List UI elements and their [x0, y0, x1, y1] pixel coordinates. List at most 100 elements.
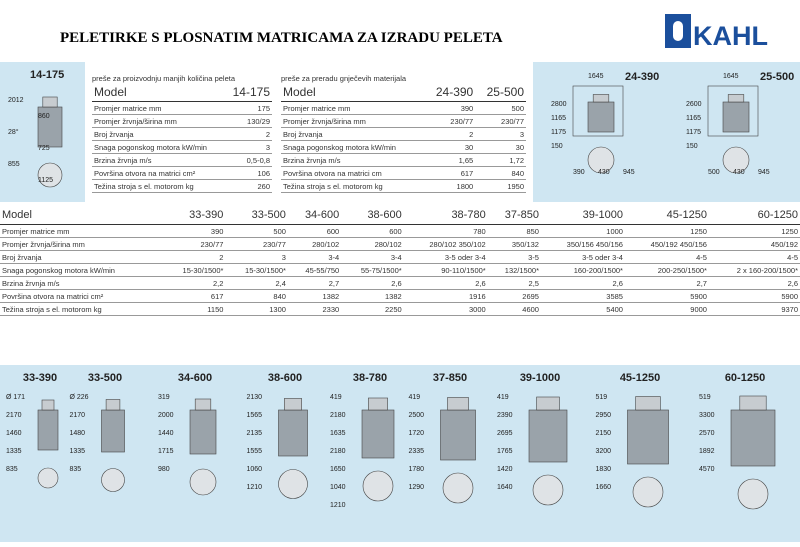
value-cell: 2250 — [341, 302, 404, 316]
dimension: 1440 — [158, 430, 174, 437]
row-label: Površina otvora na matrici cm² — [0, 289, 163, 303]
dimension: 1335 — [70, 448, 86, 455]
dimension: 150 — [551, 143, 563, 150]
value-cell: 45-55/750 — [287, 263, 342, 277]
machine-top — [42, 96, 58, 108]
dimension: 1715 — [158, 448, 174, 455]
row-label: Brzina žrvnja m/s — [281, 153, 425, 167]
value-cell: 2,7 — [624, 276, 709, 290]
dimension: 519 — [699, 394, 711, 401]
header-cell: Model — [0, 206, 163, 225]
model-label: 38-600 — [268, 372, 302, 384]
value-cell: 2,2 — [162, 276, 226, 290]
dimension: 2390 — [497, 412, 513, 419]
machine-plan — [737, 478, 769, 510]
machine-plan — [442, 472, 474, 504]
value-cell: 2,6 — [708, 276, 800, 290]
model-label: 25-500 — [760, 71, 794, 83]
value-cell: 280/102 350/102 — [403, 237, 488, 251]
small-table-block: preše za proizvodnju manjih količina pel… — [92, 74, 272, 193]
value-cell: 130/29 — [224, 114, 272, 128]
header-row: Model 33-390 33-500 34-600 38-600 38-780 37-85… — [0, 206, 800, 225]
dimension: 835 — [6, 466, 18, 473]
value-cell: 200-250/1500* — [624, 263, 709, 277]
value-cell: 4600 — [487, 302, 541, 316]
row-label: Površina otvora na matrici cm — [281, 166, 425, 180]
value-cell: 30 — [475, 140, 526, 154]
dimension: 725 — [38, 145, 50, 152]
header-cell: 25-500 — [475, 83, 526, 102]
value-cell: 3585 — [540, 289, 625, 303]
header-cell: 14-175 — [224, 83, 272, 102]
machine-plan — [37, 467, 59, 489]
dimension: 150 — [686, 143, 698, 150]
row-label: Težina stroja s el. motorom kg — [0, 302, 163, 316]
machine-top — [635, 396, 661, 411]
machine-top — [739, 395, 767, 411]
medium-table-block: preše za preradu gnječevih materijala Mod… — [281, 74, 526, 193]
dimension: 2180 — [330, 448, 346, 455]
value-cell: 280/102 — [341, 237, 404, 251]
row-label: Površina otvora na matrici cm² — [92, 166, 225, 180]
value-cell: 600 — [287, 224, 342, 238]
machine-body — [37, 106, 63, 148]
dimension: 1460 — [6, 430, 22, 437]
row-label: Broj žrvanja — [0, 250, 163, 264]
dimension: 835 — [70, 466, 82, 473]
dimension: 1892 — [699, 448, 715, 455]
value-cell: 3 — [475, 127, 526, 141]
frame — [572, 85, 624, 137]
dimension: 1565 — [247, 412, 263, 419]
dimension: 390 — [573, 169, 585, 176]
row: Promjer matrice mm 175 — [92, 101, 272, 115]
header-row: Model 14-175 — [92, 83, 272, 102]
value-cell: 780 — [403, 224, 488, 238]
row-label: Broj žrvanja — [92, 127, 225, 141]
dimension: 1635 — [330, 430, 346, 437]
row: Brzina žrvnja m/s 0,5-0,8 — [92, 153, 272, 167]
row-label: Snaga pogonskog motora kW/min — [0, 263, 163, 277]
dimension: 1645 — [723, 73, 739, 80]
value-cell: 0,5-0,8 — [224, 153, 272, 167]
row-label: Težina stroja s el. motorom kg — [92, 179, 225, 193]
value-cell: 1950 — [475, 179, 526, 193]
dimension: 1040 — [330, 484, 346, 491]
logo-text: KAHL — [693, 21, 768, 50]
value-cell: 175 — [224, 101, 272, 115]
value-cell: 600 — [341, 224, 404, 238]
model-label: 24-390 — [625, 71, 659, 83]
dimension: 2570 — [699, 430, 715, 437]
dimension: 3200 — [596, 448, 612, 455]
value-cell: 617 — [162, 289, 226, 303]
value-cell: 3-5 oder 3-4 — [540, 250, 625, 264]
row-label: Snaga pogonskog motora kW/min — [92, 140, 225, 154]
value-cell: 617 — [424, 166, 476, 180]
value-cell: 2,5 — [487, 276, 541, 290]
header-cell: 38-600 — [341, 206, 404, 225]
value-cell: 5900 — [708, 289, 800, 303]
dimension: 1640 — [497, 484, 513, 491]
value-cell: 1250 — [624, 224, 709, 238]
caption: preše za proizvodnju manjih količina pel… — [92, 74, 235, 83]
value-cell: 90-110/1500* — [403, 263, 488, 277]
row: Broj žrvanja 2 3 3-4 3-4 3-5 oder 3-4 3-5 3-5 o… — [0, 250, 800, 264]
value-cell: 390 — [162, 224, 226, 238]
value-cell: 1,65 — [424, 153, 476, 167]
row: Promjer žrvnja/širina mm 230/77 230/77 280/… — [0, 237, 800, 251]
dimension: 1165 — [551, 115, 566, 122]
row-label: Promjer žrvnja/širina mm — [281, 114, 425, 128]
caption: preše za preradu gnječevih materijala — [281, 74, 407, 83]
dimension: 1830 — [596, 466, 612, 473]
row: Brzina žrvnja m/s 1,65 1,72 — [281, 153, 526, 167]
value-cell: 15-30/1500* — [162, 263, 226, 277]
dimension: 28° — [8, 128, 19, 136]
row: Brzina žrvnja m/s 2,2 2,4 2,7 2,6 2,6 2,5 2,6 2,… — [0, 276, 800, 290]
dimension: 945 — [758, 169, 770, 176]
value-cell: 2,4 — [225, 276, 288, 290]
value-cell: 3000 — [403, 302, 488, 316]
header-cell: 38-780 — [403, 206, 488, 225]
small-table: Model 14-175 Promjer matrice mm 175 Promjer … — [92, 83, 272, 193]
value-cell: 230/77 — [424, 114, 476, 128]
logo: KAHL — [665, 12, 777, 51]
dimension: 855 — [8, 161, 20, 168]
